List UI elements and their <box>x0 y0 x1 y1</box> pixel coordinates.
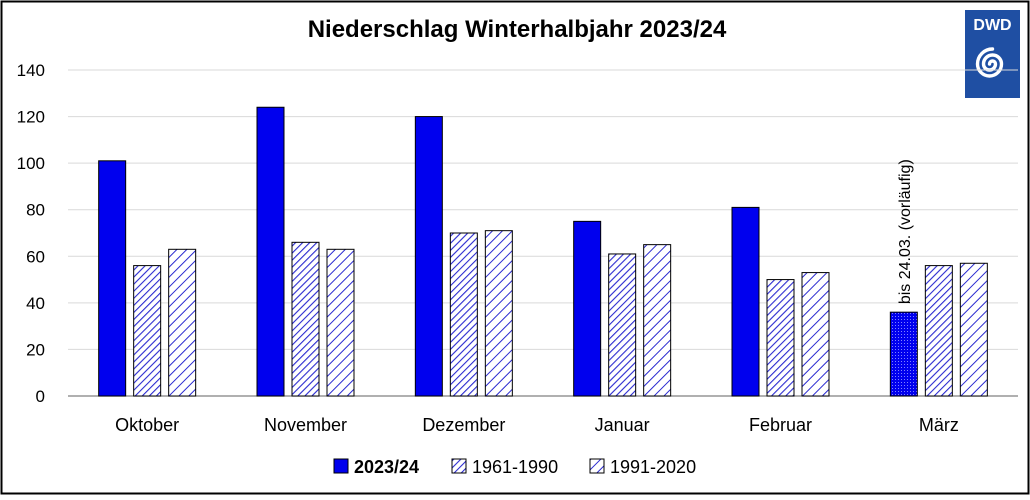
bar-19611990-dezember <box>449 232 478 397</box>
x-category-label: November <box>264 415 347 435</box>
bar-19611990-november <box>291 241 320 397</box>
bar-202324-februar <box>731 206 760 397</box>
x-category-label: Dezember <box>422 415 505 435</box>
bar-19611990-februar <box>766 279 795 397</box>
bar-19611990-märz <box>924 265 953 397</box>
bar-19611990-oktober <box>133 265 162 397</box>
bar-19912020-februar <box>801 272 830 397</box>
bar-202324-januar <box>573 220 602 397</box>
x-category-label: Januar <box>595 415 650 435</box>
bar-202324-märz <box>889 311 918 397</box>
legend-label: 1961-1990 <box>472 457 558 477</box>
bar-19912020-märz <box>959 262 988 397</box>
bar-202324-dezember <box>414 116 443 397</box>
y-tick-label: 80 <box>26 201 45 220</box>
chart-title: Niederschlag Winterhalbjahr 2023/24 <box>308 16 727 43</box>
annotation-label: bis 24.03. (vorläufig) <box>897 159 914 304</box>
y-tick-label: 60 <box>26 247 45 266</box>
y-tick-label: 140 <box>17 61 45 80</box>
bar-19912020-januar <box>643 244 672 397</box>
x-category-label: März <box>919 415 959 435</box>
legend-swatch <box>451 458 467 474</box>
y-tick-label: 100 <box>17 154 45 173</box>
logo-text: DWD <box>973 17 1011 34</box>
legend: 2023/24 1961-1990 1991-2020 <box>333 457 696 477</box>
bar-19912020-dezember <box>484 230 513 397</box>
y-tick-label: 20 <box>26 340 45 359</box>
bar-202324-oktober <box>98 160 127 397</box>
legend-swatch <box>589 458 605 474</box>
x-axis-labels: Oktober November Dezember Januar Februar März <box>115 415 959 435</box>
x-category-label: Februar <box>749 415 812 435</box>
y-tick-label: 40 <box>26 294 45 313</box>
legend-swatch <box>333 458 349 474</box>
bar-202324-november <box>256 106 285 397</box>
y-tick-label: 0 <box>36 387 45 406</box>
gridlines <box>68 69 1018 397</box>
x-category-label: Oktober <box>115 415 179 435</box>
bar-19611990-januar <box>608 253 637 397</box>
swirl-icon <box>975 47 1004 78</box>
legend-label: 1991-2020 <box>610 457 696 477</box>
legend-label: 2023/24 <box>354 457 419 477</box>
bar-19912020-oktober <box>168 248 197 397</box>
bar-19912020-november <box>326 248 355 397</box>
y-axis-ticks: 0 20 40 60 80 100 120 140 <box>17 61 45 406</box>
annotations: bis 24.03. (vorläufig) <box>897 159 914 304</box>
dwd-logo: DWD <box>965 10 1020 98</box>
y-tick-label: 120 <box>17 108 45 127</box>
bars <box>98 106 988 397</box>
